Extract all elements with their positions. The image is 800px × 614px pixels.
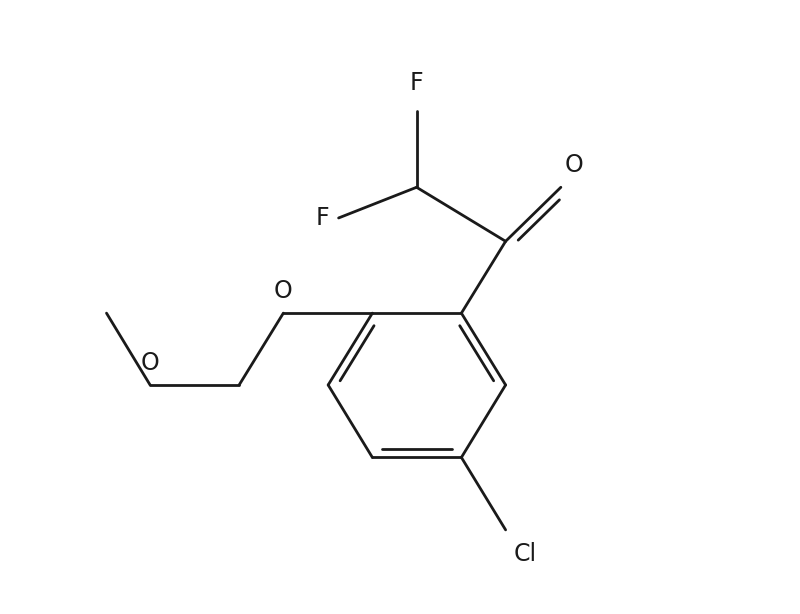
- Text: O: O: [141, 351, 159, 375]
- Text: F: F: [316, 206, 330, 230]
- Text: O: O: [565, 153, 583, 177]
- Text: Cl: Cl: [514, 542, 537, 565]
- Text: F: F: [410, 71, 423, 95]
- Text: O: O: [274, 279, 293, 303]
